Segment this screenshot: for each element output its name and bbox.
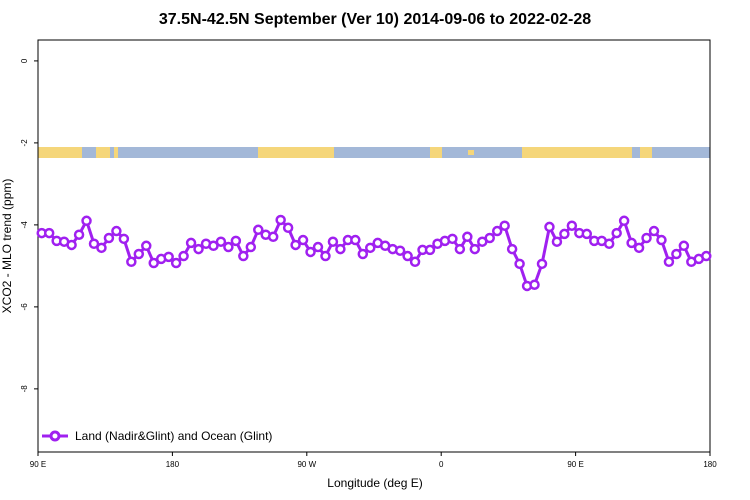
point (544, 221, 555, 233)
point (148, 257, 159, 269)
point (73, 229, 85, 240)
point (656, 234, 667, 246)
point (193, 243, 204, 255)
point (163, 251, 174, 263)
point (335, 243, 346, 255)
point (282, 222, 294, 234)
point (305, 246, 316, 258)
legend-label: Land (Nadir&Glint) and Ocean (Glint) (75, 429, 272, 443)
point (506, 243, 518, 255)
point (514, 258, 525, 270)
point (267, 231, 279, 243)
point (320, 250, 331, 262)
y-tick-label: -6 (20, 303, 29, 311)
land-ocean-strip (38, 147, 710, 158)
point (663, 256, 675, 268)
legend-marker (49, 430, 61, 442)
point (357, 248, 369, 260)
point (626, 237, 637, 249)
point (633, 242, 645, 254)
point (559, 228, 570, 240)
y-tick-label: -4 (20, 221, 29, 229)
point (581, 228, 593, 240)
y-axis-label: XCO2 - MLO trend (ppm) (0, 179, 14, 314)
point (290, 239, 301, 251)
point (178, 250, 189, 262)
point (170, 257, 182, 269)
point (223, 241, 234, 253)
y-tick-label: -2 (20, 139, 29, 147)
point (566, 220, 578, 231)
point (126, 256, 137, 268)
point (103, 232, 115, 244)
legend: Land (Nadir&Glint) and Ocean (Glint) (42, 429, 272, 443)
point (81, 215, 92, 227)
point (499, 220, 510, 231)
point (43, 227, 55, 239)
point (133, 248, 145, 260)
point (327, 236, 339, 247)
point (215, 236, 227, 247)
point (238, 250, 249, 262)
chart-title: 37.5N-42.5N September (Ver 10) 2014-09-0… (159, 11, 591, 28)
point (253, 224, 264, 236)
x-tick-label: 90 W (297, 460, 316, 469)
point (365, 242, 376, 254)
point (678, 240, 690, 252)
point (245, 241, 257, 253)
point (402, 250, 413, 262)
point (96, 242, 107, 254)
point (394, 245, 406, 256)
point (230, 235, 242, 247)
point (185, 237, 197, 249)
x-tick-label: 90 E (567, 460, 583, 469)
point (447, 233, 458, 245)
y-tick-label: -8 (20, 385, 29, 393)
point (312, 241, 324, 253)
point (611, 227, 622, 239)
x-axis-label: Longitude (deg E) (327, 476, 422, 490)
point (529, 279, 540, 290)
point (618, 215, 630, 227)
point (536, 258, 548, 270)
point (409, 256, 421, 268)
point (671, 248, 682, 260)
y-tick-label: 0 (20, 58, 29, 63)
point (88, 238, 100, 249)
point (275, 214, 286, 226)
point (603, 238, 615, 249)
point (66, 239, 77, 251)
x-tick-label: 180 (166, 460, 180, 469)
point (454, 243, 466, 255)
x-tick-label: 90 E (30, 460, 46, 469)
point (648, 225, 660, 237)
point (551, 236, 563, 247)
point (350, 234, 361, 246)
point (424, 244, 436, 256)
plot-frame (37, 39, 711, 453)
x-tick-label: 0 (439, 460, 444, 469)
point (641, 232, 652, 244)
point (208, 240, 219, 252)
point (484, 232, 495, 244)
point (469, 243, 481, 255)
point (118, 233, 130, 245)
point (462, 231, 473, 243)
point (701, 250, 712, 262)
point (111, 225, 122, 237)
point (297, 234, 309, 246)
point (491, 225, 503, 237)
point (141, 240, 152, 252)
x-tick-label: 180 (703, 460, 717, 469)
